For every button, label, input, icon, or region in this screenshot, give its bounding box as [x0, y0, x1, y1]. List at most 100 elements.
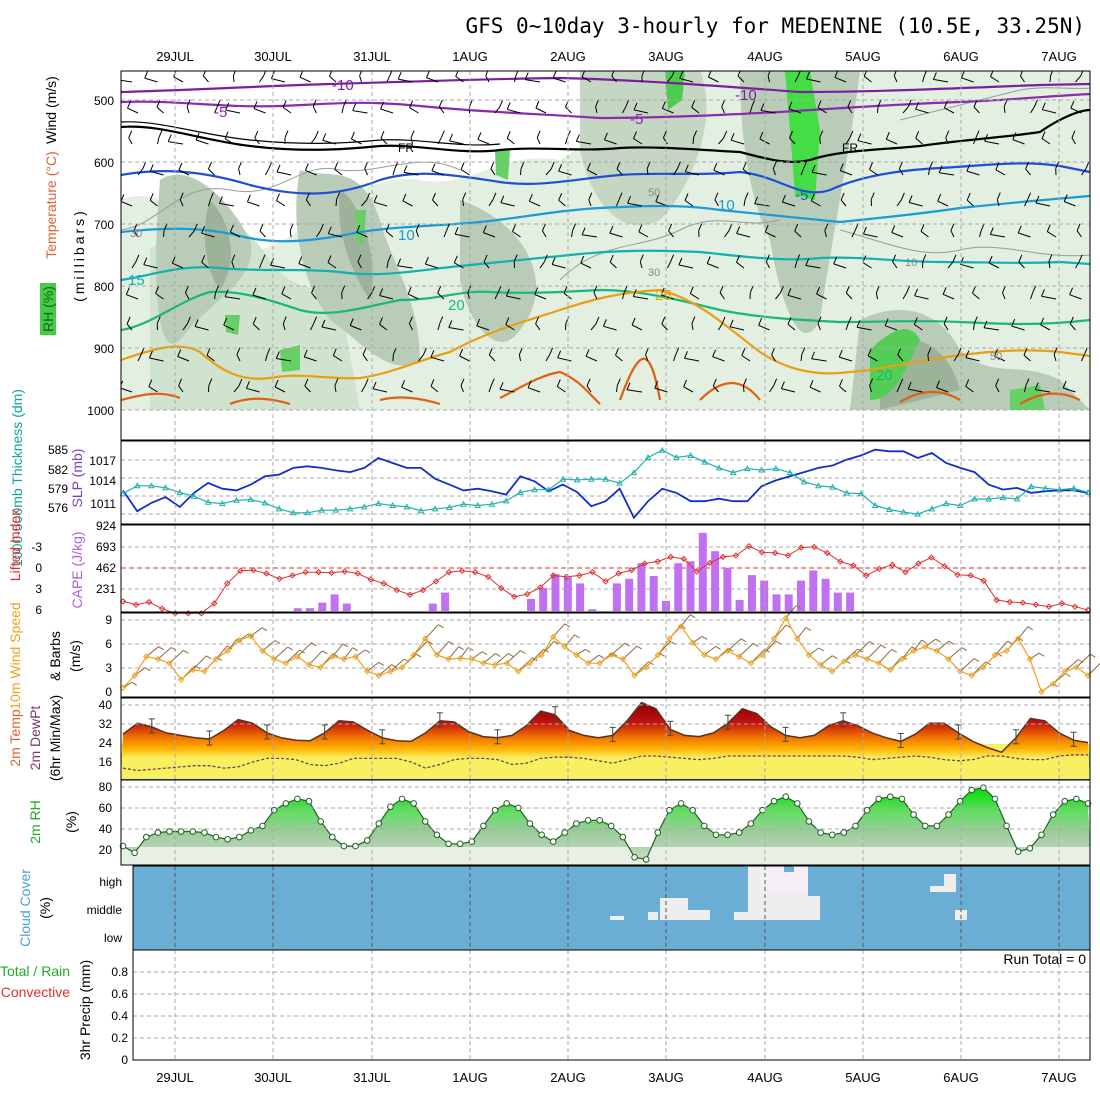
- upper-wind-barb: [163, 230, 165, 238]
- upper-wind-barb: [398, 78, 413, 83]
- rh-point: [398, 795, 406, 803]
- upper-wind-barb-flag: [252, 287, 257, 296]
- rh-contour-line: [839, 229, 1090, 257]
- wind-barb: [192, 655, 207, 671]
- wind-barb: [285, 649, 301, 664]
- upper-wind-barb: [438, 106, 445, 114]
- upper-wind-barb: [662, 137, 668, 145]
- upper-wind-barb-flag: [789, 130, 793, 139]
- wind-barb: [622, 645, 638, 660]
- cape-tick: 693: [96, 540, 116, 554]
- wind-barb: [866, 644, 882, 660]
- upper-wind-barb: [576, 140, 592, 145]
- upper-wind-barb: [539, 261, 545, 269]
- rh-point: [619, 833, 627, 841]
- upper-wind-barb-flag: [394, 161, 399, 169]
- thickness-point: [119, 490, 127, 497]
- upper-wind-barb-flag: [163, 223, 168, 231]
- upper-wind-barb: [800, 354, 803, 362]
- thickness-point: [218, 500, 226, 507]
- upper-wind-barb: [525, 79, 541, 83]
- upper-wind-barb: [922, 75, 925, 83]
- lifted-index-point: [745, 543, 753, 550]
- cape-bar: [563, 577, 572, 611]
- rh-point: [666, 806, 673, 814]
- lifted-index-point: [771, 549, 779, 557]
- wind-barb: [145, 646, 159, 658]
- wind-point: [561, 643, 569, 651]
- upper-wind-barb-flag: [1069, 316, 1074, 325]
- upper-wind-barb-flag: [988, 255, 993, 264]
- cloud-panel: high middle low Cloud Cover (%): [17, 866, 1090, 950]
- upper-wind-barb-flag: [438, 99, 443, 108]
- upper-wind-barb-flag: [311, 285, 316, 294]
- upper-wind-barb-flag: [615, 348, 619, 356]
- thickness-point: [247, 496, 255, 503]
- upper-wind-barb-flag: [209, 192, 214, 200]
- upper-wind-barb-flag: [749, 285, 754, 293]
- upper-wind-barb: [505, 324, 515, 331]
- thickness-point: [318, 506, 326, 513]
- rh-point: [154, 829, 162, 836]
- upper-wind-barb-flag: [1076, 223, 1081, 231]
- upper-wind-barb-flag: [960, 71, 965, 78]
- thickness-tick: 579: [48, 482, 68, 496]
- upper-wind-barb: [565, 106, 572, 114]
- cape-bar: [809, 570, 818, 611]
- upper-wind-barb-flag: [488, 347, 493, 356]
- upper-wind-barb: [833, 263, 847, 269]
- upper-wind-barb: [983, 327, 1000, 331]
- lifted-index-point: [524, 590, 531, 598]
- upper-wind-barb-flag: [691, 316, 696, 324]
- upper-wind-barb-flag: [392, 347, 397, 355]
- wind-point: [596, 659, 603, 667]
- upper-wind-barb: [667, 75, 673, 83]
- upper-wind-barb: [144, 77, 158, 83]
- upper-wind-barb-flag: [282, 100, 287, 108]
- upper-wind-barb: [362, 354, 368, 362]
- upper-wind-barb-flag: [259, 223, 264, 232]
- upper-wind-barb: [622, 106, 627, 114]
- contour-label: 50: [990, 351, 1002, 363]
- upper-wind-barb-flag: [513, 254, 518, 262]
- upper-label-rh: RH (%): [40, 286, 56, 332]
- cape-tick: 462: [96, 561, 116, 575]
- contour-label: 20: [448, 297, 465, 314]
- rh-point: [445, 840, 452, 848]
- upper-wind-barb: [206, 354, 215, 362]
- upper-wind-barb-flag: [202, 71, 206, 77]
- upper-wind-barb: [178, 169, 190, 176]
- upper-wind-barb: [973, 137, 977, 145]
- upper-wind-barb: [1081, 168, 1087, 176]
- upper-wind-barb: [219, 202, 235, 207]
- upper-wind-barb: [327, 262, 337, 269]
- upper-wind-barb-flag: [312, 99, 317, 107]
- upper-wind-barb-flag: [431, 163, 436, 171]
- upper-wind-barb: [754, 203, 770, 207]
- upper-wind-barb: [289, 230, 292, 238]
- upper-wind-barb: [758, 324, 770, 331]
- upper-wind-barb: [201, 232, 215, 238]
- rh-point: [387, 803, 394, 811]
- top-date-label: 29JUL: [156, 49, 194, 64]
- upper-wind-barb: [679, 77, 694, 83]
- precip-label-convective: Convective: [1, 984, 70, 1000]
- thickness-line: [122, 449, 1089, 515]
- thickness-point: [360, 503, 368, 510]
- upper-wind-barb: [708, 76, 719, 83]
- upper-wind-barb: [937, 200, 949, 207]
- wind-barb-flag: [365, 649, 371, 654]
- upper-wind-barb-flag: [437, 285, 442, 294]
- upper-wind-barb-flag: [1033, 99, 1038, 107]
- wind-barb: [843, 648, 858, 662]
- upper-wind-barb-flag: [616, 378, 621, 386]
- upper-wind-barb-flag: [512, 224, 516, 232]
- rh-point: [910, 811, 917, 818]
- upper-wind-barb-flag: [794, 223, 799, 232]
- upper-wind-barb: [529, 200, 541, 207]
- thickness-point: [389, 502, 396, 509]
- wind-barb-flag: [415, 653, 422, 658]
- wind-barb: [855, 641, 870, 656]
- upper-wind-barb: [590, 323, 597, 331]
- upper-wind-barb: [270, 264, 286, 269]
